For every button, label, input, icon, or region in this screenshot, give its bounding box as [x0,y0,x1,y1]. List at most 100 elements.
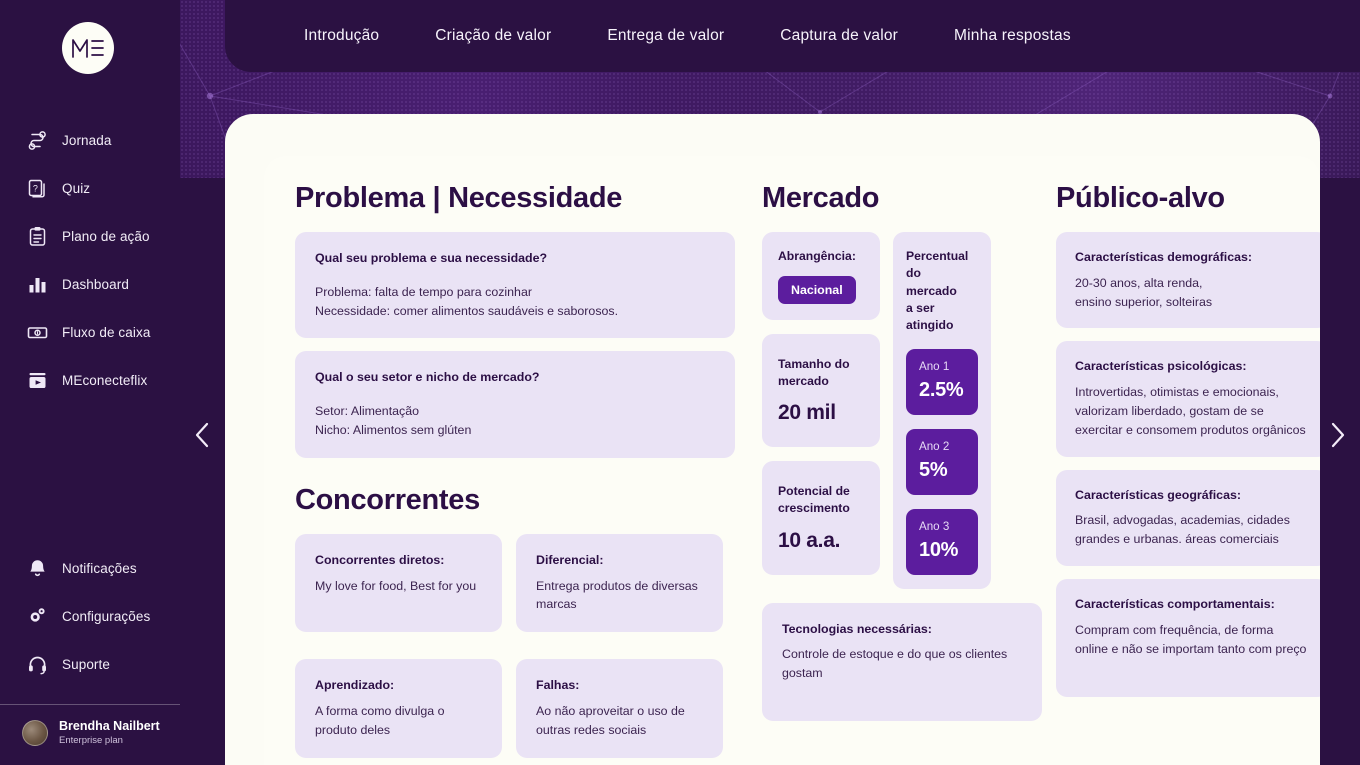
tab-entrega-de-valor[interactable]: Entrega de valor [607,27,725,44]
cash-flow-icon [26,321,48,343]
carousel-prev-button[interactable] [182,415,222,455]
journey-icon [26,129,48,151]
bell-icon [26,557,48,579]
card-potencial-crescimento[interactable]: Potencial de crescimento 10 a.a. [762,461,880,576]
sidebar-item-label: Dashboard [62,276,129,292]
card-answer: Setor: Alimentação Nicho: Alimentos sem … [315,404,472,437]
tab-criacao-de-valor[interactable]: Criação de valor [435,27,552,44]
app-logo[interactable] [62,22,114,74]
top-navigation: Introdução Criação de valor Entrega de v… [225,0,1360,72]
card-question: Características geográficas: [1075,487,1241,502]
column-publico-alvo: Público-alvo Características demográfica… [1056,182,1320,758]
carousel-next-button[interactable] [1318,415,1358,455]
year-tile-ano-3[interactable]: Ano 3 10% [906,508,978,575]
me-logo-icon [72,39,104,58]
card-problema-necessidade[interactable]: Qual seu problema e sua necessidade? Pro… [295,232,735,339]
tab-minha-respostas[interactable]: Minha respostas [954,27,1071,44]
card-question: Diferencial: [536,552,604,567]
sidebar-divider [0,704,180,706]
mercado-left-stack: Abrangência: Nacional Tamanho do mercado… [762,232,880,589]
year-tile-ano-1[interactable]: Ano 1 2.5% [906,348,978,415]
user-profile[interactable]: Brendha Nailbert Enterprise plan [0,705,180,765]
sidebar: Jornada ? Quiz [0,0,180,765]
tab-captura-de-valor[interactable]: Captura de valor [780,27,899,44]
mercado-percentual-column: Percentual do mercado a ser atingido Ano… [893,232,991,589]
card-caracteristicas-demograficas[interactable]: Características demográficas: 20-30 anos… [1056,232,1320,329]
sidebar-item-label: Notificações [62,560,137,576]
card-value: 20 mil [778,401,836,425]
status-badge-abrangencia[interactable]: Nacional [778,275,856,304]
card-answer: Brasil, advogadas, academias, cidades gr… [1075,513,1290,547]
sidebar-item-label: Configurações [62,608,151,624]
card-answer: Problema: falta de tempo para cozinhar N… [315,284,619,318]
card-caracteristicas-psicologicas[interactable]: Características psicológicas: Introverti… [1056,341,1320,457]
section-title-mercado: Mercado [762,182,880,214]
card-diferencial[interactable]: Diferencial: Entrega produtos de diversa… [516,533,723,633]
sidebar-item-label: Quiz [62,180,91,196]
section-title-concorrentes: Concorrentes [295,483,480,516]
year-label: Ano 3 [919,519,950,533]
chevron-left-icon [195,422,209,448]
column-mercado: Mercado Abrangência: Nacional Tamanho do… [762,182,1042,758]
card-question: Características comportamentais: [1075,597,1275,612]
card-question: Tecnologias necessárias: [782,621,932,636]
card-question: Qual seu problema e sua necessidade? [315,251,548,265]
card-answer: Entrega produtos de diversas marcas [536,578,698,612]
card-question: Características psicológicas: [1075,359,1247,374]
profile-plan: Enterprise plan [59,734,123,746]
card-value: 10 a.a. [778,529,841,553]
section-title-publico-alvo: Público-alvo [1056,182,1225,214]
card-answer: Ao não aproveitar o uso de outras redes … [536,704,685,737]
card-label: Potencial de crescimento [778,484,850,516]
sidebar-item-suporte[interactable]: Suporte [0,640,180,688]
tab-introducao[interactable]: Introdução [304,27,380,44]
logo-container[interactable] [0,0,180,74]
sidebar-item-plano-de-acao[interactable]: Plano de ação [0,212,180,260]
sidebar-item-label: Jornada [62,132,112,148]
year-value: 2.5% [919,378,964,401]
card-caracteristicas-geograficas[interactable]: Características geográficas: Brasil, adv… [1056,469,1320,567]
sidebar-primary-nav: Jornada ? Quiz [0,116,180,404]
card-setor-nicho[interactable]: Qual o seu setor e nicho de mercado? Set… [295,351,735,458]
sidebar-item-label: MEconecteflix [62,372,148,388]
card-abrangencia[interactable]: Abrangência: Nacional [762,232,880,320]
svg-text:?: ? [32,183,37,193]
card-percentual-mercado[interactable]: Percentual do mercado a ser atingido Ano… [893,232,991,589]
sidebar-item-label: Fluxo de caixa [62,324,151,340]
year-value: 10% [919,538,959,561]
year-label: Ano 2 [919,439,950,453]
card-caracteristicas-comportamentais[interactable]: Características comportamentais: Compram… [1056,579,1320,698]
sidebar-item-label: Suporte [62,656,110,672]
card-question: Aprendizado: [315,678,395,693]
card-tecnologias-necessarias[interactable]: Tecnologias necessárias: Controle de est… [762,602,1042,721]
year-label: Ano 1 [919,359,950,373]
year-tile-ano-2[interactable]: Ano 2 5% [906,428,978,495]
card-label: Tamanho do mercado [778,356,850,388]
card-answer: 20-30 anos, alta renda, ensino superior,… [1075,275,1213,309]
card-question: Falhas: [536,678,580,693]
avatar [22,720,48,747]
section-title-problema: Problema | Necessidade [295,182,623,214]
card-question: Qual o seu setor e nicho de mercado? [315,370,540,385]
sidebar-item-configuracoes[interactable]: Configurações [0,592,180,640]
sidebar-item-meconecteflix[interactable]: MEconecteflix [0,356,180,404]
sidebar-item-dashboard[interactable]: Dashboard [0,260,180,308]
concorrentes-grid: Concorrentes diretos: My love for food, … [295,533,735,758]
card-answer: Introvertidas, otimistas e emocionais, v… [1075,385,1306,437]
sidebar-item-fluxo-de-caixa[interactable]: Fluxo de caixa [0,308,180,356]
sidebar-item-notificacoes[interactable]: Notificações [0,544,180,592]
chevron-right-icon [1331,422,1345,448]
content-panel: Problema | Necessidade Qual seu problema… [225,114,1320,765]
sidebar-item-quiz[interactable]: ? Quiz [0,164,180,212]
quiz-icon: ? [26,177,48,199]
card-question: Concorrentes diretos: [315,552,445,567]
sidebar-item-jornada[interactable]: Jornada [0,116,180,164]
card-question: Características demográficas: [1075,250,1252,264]
card-aprendizado[interactable]: Aprendizado: A forma como divulga o prod… [295,659,502,758]
card-concorrentes-diretos[interactable]: Concorrentes diretos: My love for food, … [295,533,502,633]
sidebar-item-label: Plano de ação [62,228,150,244]
card-falhas[interactable]: Falhas: Ao não aproveitar o uso de outra… [516,659,723,758]
clipboard-icon [26,225,48,247]
card-tamanho-mercado[interactable]: Tamanho do mercado 20 mil [762,333,880,448]
